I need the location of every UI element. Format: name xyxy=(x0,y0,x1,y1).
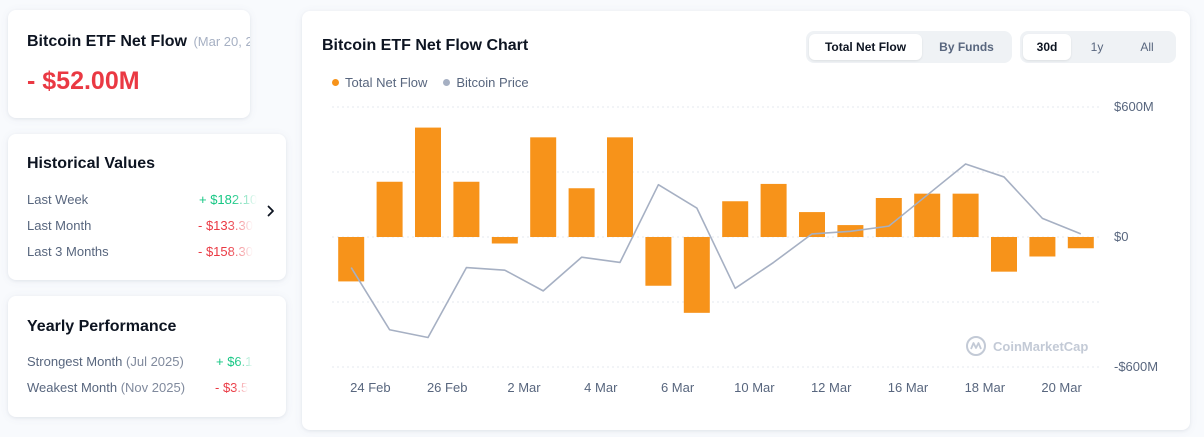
watermark: CoinMarketCap xyxy=(965,335,1088,357)
x-tick-label: 12 Mar xyxy=(811,380,852,395)
tab-range-30d[interactable]: 30d xyxy=(1023,34,1071,60)
historical-values-card[interactable]: Historical Values Last Week + $182.10 La… xyxy=(8,134,286,280)
tab-range-1y[interactable]: 1y xyxy=(1090,40,1104,54)
yearly-row-period: (Nov 2025) xyxy=(120,380,186,395)
yearly-performance-title: Yearly Performance xyxy=(27,318,177,335)
tab-by-funds[interactable]: By Funds xyxy=(939,40,994,54)
historical-row-value: - $133.30 xyxy=(198,218,253,233)
yearly-row: Strongest Month (Jul 2025) + $6.1 xyxy=(27,354,253,370)
x-tick-label: 26 Feb xyxy=(427,380,467,395)
range-toggle: 30d 1y All xyxy=(1020,31,1176,63)
net-flow-bar xyxy=(338,237,365,282)
legend-dot xyxy=(443,79,451,86)
chart-legend: Total Net Flow Bitcoin Price xyxy=(332,75,529,90)
chart-title: Bitcoin ETF Net Flow Chart xyxy=(322,37,529,54)
yearly-row: Weakest Month (Nov 2025) - $3.5 xyxy=(27,380,253,396)
net-flow-value: - $52.00M xyxy=(27,67,140,95)
x-tick-label: 4 Mar xyxy=(584,380,618,395)
historical-row-label: Last Month xyxy=(27,218,92,233)
tab-range-all[interactable]: All xyxy=(1140,40,1154,54)
coinmarketcap-logo-icon xyxy=(966,336,986,356)
net-flow-bar xyxy=(607,137,633,237)
x-tick-label: 20 Mar xyxy=(1041,380,1082,395)
tab-total-net-flow[interactable]: Total Net Flow xyxy=(809,34,922,60)
net-flow-bar xyxy=(568,188,595,237)
chevron-right-icon[interactable] xyxy=(267,204,275,222)
net-flow-chart: $600M $0 -$600M 24 Feb 26 Feb 2 Mar 4 Mar 6 Mar… xyxy=(332,99,1158,395)
x-tick-label: 24 Feb xyxy=(350,380,390,395)
yearly-row-value: + $6.1 xyxy=(216,354,253,369)
x-tick-label: 6 Mar xyxy=(661,380,695,395)
net-flow-bar xyxy=(952,193,979,237)
net-flow-bar xyxy=(722,201,749,237)
y-tick-label: -$600M xyxy=(1114,359,1158,374)
historical-row-label: Last Week xyxy=(27,192,89,207)
x-tick-label: 16 Mar xyxy=(888,380,929,395)
net-flow-bar xyxy=(991,237,1017,272)
historical-row: Last 3 Months - $158.30 xyxy=(27,244,253,260)
historical-row: Last Week + $182.10 xyxy=(27,192,257,208)
legend-label: Total Net Flow xyxy=(345,75,428,90)
legend-label: Bitcoin Price xyxy=(456,75,529,90)
historical-row-value: + $182.10 xyxy=(199,192,258,207)
historical-row-label: Last 3 Months xyxy=(27,244,109,259)
net-flow-chart-card: Bitcoin ETF Net Flow Chart Total Net Flo… xyxy=(302,11,1190,430)
net-flow-bar xyxy=(760,183,787,237)
view-toggle: Total Net Flow By Funds xyxy=(806,31,1012,63)
yearly-row-label: Weakest Month xyxy=(27,380,118,395)
x-tick-label: 10 Mar xyxy=(734,380,775,395)
net-flow-bar xyxy=(530,137,557,237)
net-flow-bar xyxy=(453,181,480,237)
historical-row-value: - $158.30 xyxy=(198,244,253,259)
legend-item-bitcoin-price[interactable]: Bitcoin Price xyxy=(443,75,529,90)
net-flow-bar xyxy=(914,193,941,237)
yearly-row-label: Strongest Month xyxy=(27,354,123,369)
historical-row: Last Month - $133.30 xyxy=(27,218,253,234)
net-flow-header: Bitcoin ETF Net Flow (Mar 20, 2 xyxy=(27,33,250,51)
net-flow-bar xyxy=(1067,237,1094,249)
yearly-performance-card: Yearly Performance Strongest Month (Jul … xyxy=(8,296,286,417)
net-flow-bar xyxy=(875,198,902,237)
net-flow-date: (Mar 20, 2 xyxy=(193,34,250,49)
y-tick-label: $600M xyxy=(1114,99,1154,114)
net-flow-bar xyxy=(1029,237,1056,257)
net-flow-title: Bitcoin ETF Net Flow xyxy=(27,33,187,50)
yearly-row-period: (Jul 2025) xyxy=(126,354,184,369)
x-tick-label: 2 Mar xyxy=(507,380,541,395)
net-flow-bar xyxy=(376,181,403,237)
net-flow-card: Bitcoin ETF Net Flow (Mar 20, 2 - $52.00… xyxy=(8,10,250,118)
x-tick-label: 18 Mar xyxy=(965,380,1006,395)
historical-values-title: Historical Values xyxy=(27,155,156,172)
legend-item-net-flow[interactable]: Total Net Flow xyxy=(332,75,427,90)
y-tick-label: $0 xyxy=(1114,229,1128,244)
watermark-label: CoinMarketCap xyxy=(993,338,1089,354)
legend-dot xyxy=(332,79,339,86)
net-flow-bar xyxy=(491,237,518,244)
net-flow-bar xyxy=(683,237,710,313)
net-flow-bar xyxy=(645,237,672,286)
net-flow-bar xyxy=(415,127,441,237)
bitcoin-price-line xyxy=(350,163,1082,339)
yearly-row-value: - $3.5 xyxy=(215,380,249,395)
